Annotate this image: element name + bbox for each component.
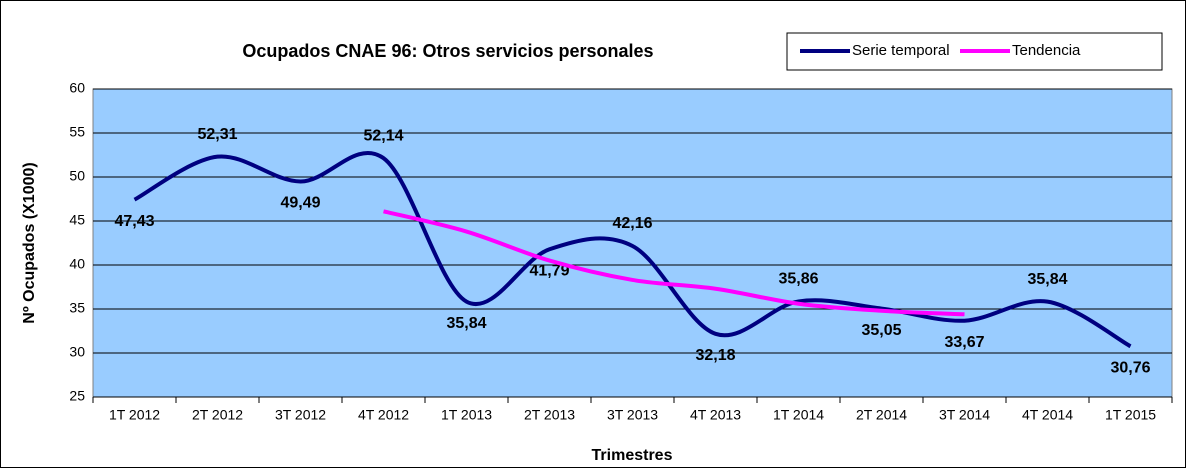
x-tick-label: 2T 2013 — [524, 407, 575, 423]
x-tick-label: 2T 2014 — [856, 407, 907, 423]
data-label: 52,14 — [363, 127, 403, 144]
legend-label: Serie temporal — [852, 42, 950, 59]
x-tick-label: 3T 2013 — [607, 407, 658, 423]
data-label: 35,84 — [446, 315, 486, 332]
y-tick-label: 60 — [69, 80, 85, 96]
y-tick-label: 25 — [69, 388, 85, 404]
data-label: 33,67 — [944, 334, 984, 351]
data-label: 42,16 — [612, 215, 652, 232]
x-axis-title: Trimestres — [592, 447, 673, 464]
x-tick-label: 1T 2015 — [1105, 407, 1156, 423]
y-tick-label: 35 — [69, 300, 85, 316]
chart-title: Ocupados CNAE 96: Otros servicios person… — [242, 41, 653, 61]
data-label: 49,49 — [280, 195, 320, 212]
x-tick-label: 2T 2012 — [192, 407, 243, 423]
x-tick-label: 1T 2012 — [109, 407, 160, 423]
data-label: 30,76 — [1110, 360, 1150, 377]
y-tick-label: 40 — [69, 256, 85, 272]
x-tick-label: 1T 2013 — [441, 407, 492, 423]
series-line — [383, 209, 965, 317]
x-tick-label: 1T 2014 — [773, 407, 824, 423]
data-label: 35,84 — [1027, 271, 1067, 288]
data-label: 35,86 — [778, 271, 818, 288]
y-tick-label: 55 — [69, 124, 85, 140]
y-tick-label: 50 — [69, 168, 85, 184]
data-label: 32,18 — [695, 347, 735, 364]
series-line — [133, 150, 1132, 349]
x-tick-label: 4T 2012 — [358, 407, 409, 423]
data-label: 52,31 — [197, 126, 237, 143]
data-label: 35,05 — [861, 322, 901, 339]
legend-label: Tendencia — [1012, 42, 1081, 59]
data-label: 41,79 — [529, 262, 569, 279]
y-tick-label: 30 — [69, 344, 85, 360]
plot-area — [92, 88, 1173, 398]
x-tick-label: 4T 2013 — [690, 407, 741, 423]
x-tick-label: 3T 2014 — [939, 407, 990, 423]
y-tick-label: 45 — [69, 212, 85, 228]
x-tick-label: 3T 2012 — [275, 407, 326, 423]
y-axis-title: Nº Ocupados (X1000) — [21, 162, 38, 323]
x-tick-label: 4T 2014 — [1022, 407, 1073, 423]
data-label: 47,43 — [114, 213, 154, 230]
